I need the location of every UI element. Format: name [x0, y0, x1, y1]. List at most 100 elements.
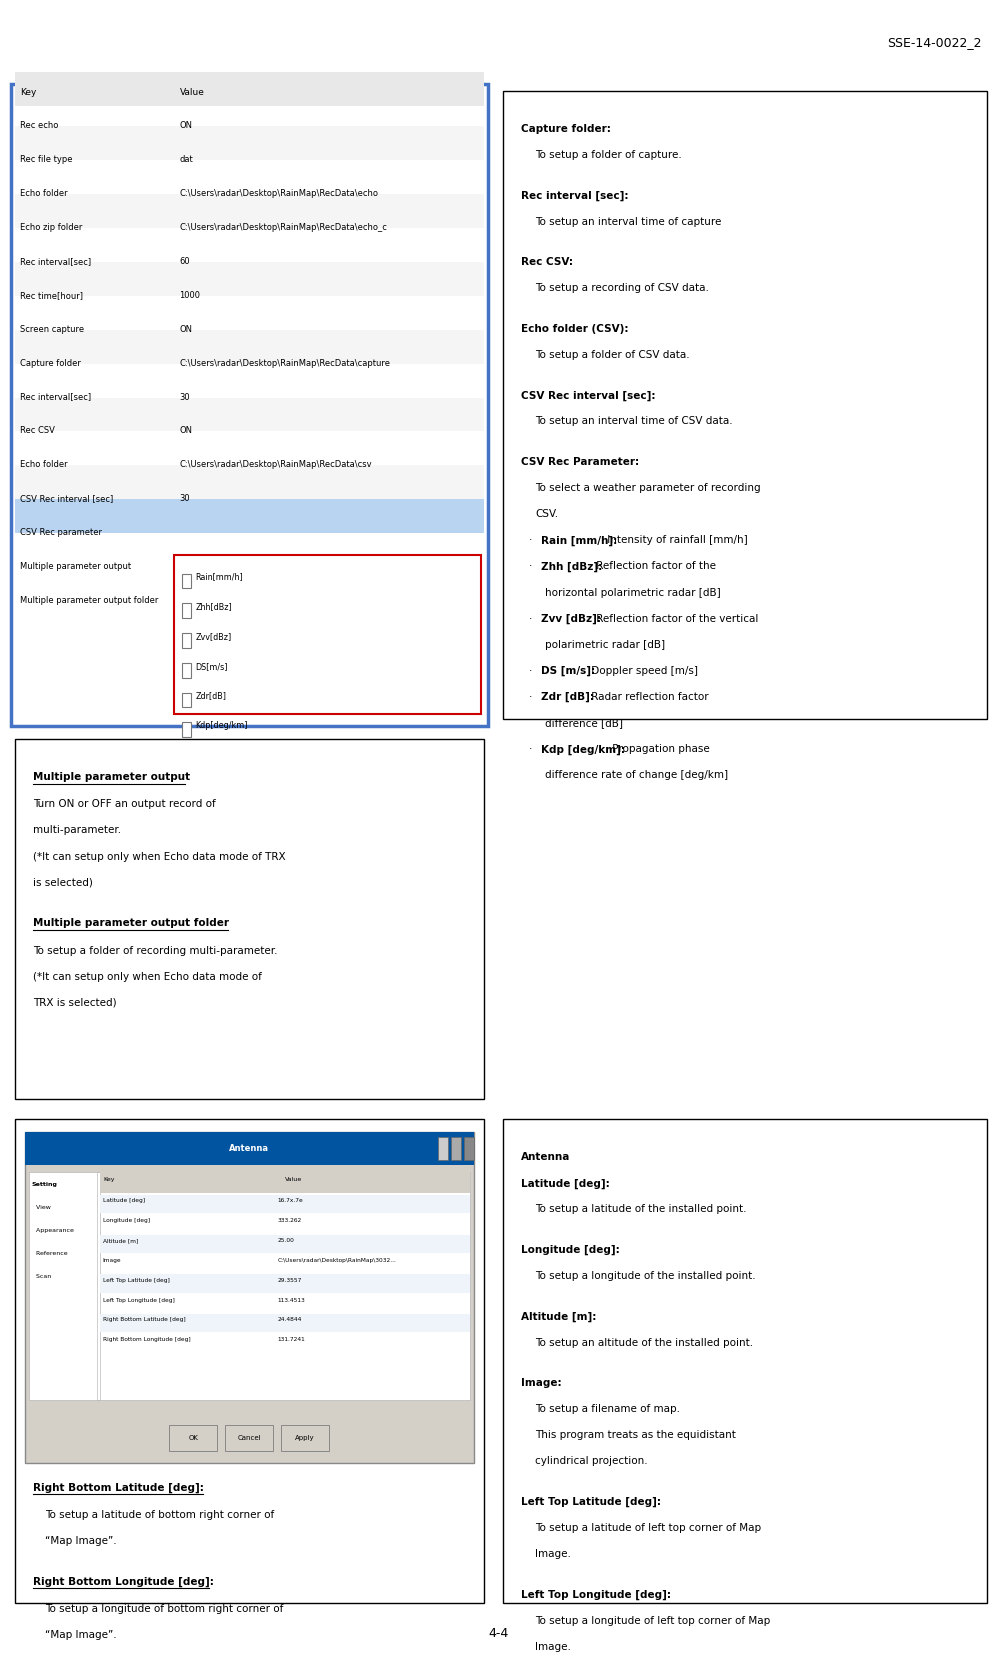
Text: Rec interval[sec]: Rec interval[sec] — [20, 256, 91, 266]
Text: CSV.: CSV. — [535, 509, 558, 519]
Text: Altitude [m]:: Altitude [m]: — [521, 1311, 597, 1322]
Bar — [182, 574, 191, 588]
Text: CSV Rec parameter: CSV Rec parameter — [20, 529, 102, 537]
Text: OK: OK — [188, 1435, 198, 1441]
Text: DS [m/s]:: DS [m/s]: — [541, 666, 595, 676]
Text: Capture folder:: Capture folder: — [521, 124, 611, 134]
Bar — [15, 127, 484, 160]
Text: To setup a folder of CSV data.: To setup a folder of CSV data. — [535, 350, 690, 360]
Text: To setup a latitude of left top corner of Map: To setup a latitude of left top corner o… — [535, 1522, 762, 1532]
Text: Latitude [deg]: Latitude [deg] — [103, 1198, 145, 1203]
Text: Rain[mm/h]: Rain[mm/h] — [195, 572, 243, 582]
Text: Left Top Latitude [deg]: Left Top Latitude [deg] — [103, 1278, 169, 1283]
Text: 30: 30 — [179, 393, 190, 402]
Bar — [29, 1172, 97, 1400]
Text: Longitude [deg]: Longitude [deg] — [103, 1218, 150, 1223]
Bar — [15, 195, 484, 228]
Text: To setup an altitude of the installed point.: To setup an altitude of the installed po… — [535, 1337, 754, 1347]
Text: Zdr[dB]: Zdr[dB] — [195, 691, 226, 701]
Text: Zdr [dB]:: Zdr [dB]: — [541, 693, 594, 703]
Text: 30: 30 — [179, 494, 190, 503]
Text: 16.7x.7e: 16.7x.7e — [277, 1198, 303, 1203]
Text: C:\Users\radar\Desktop\RainMap\RecData\echo_c: C:\Users\radar\Desktop\RainMap\RecData\e… — [179, 223, 388, 231]
Bar — [15, 466, 484, 499]
Text: Value: Value — [179, 88, 204, 96]
Text: Antenna: Antenna — [229, 1144, 269, 1154]
Text: CSV Rec interval [sec]:: CSV Rec interval [sec]: — [521, 390, 656, 400]
Text: Doppler speed [m/s]: Doppler speed [m/s] — [588, 666, 698, 676]
Text: Setting: Setting — [32, 1182, 58, 1187]
Bar — [169, 1425, 217, 1451]
Bar — [15, 73, 484, 106]
Bar — [281, 1425, 329, 1451]
Text: C:\Users\radar\Desktop\RainMap\RecData\capture: C:\Users\radar\Desktop\RainMap\RecData\c… — [179, 359, 391, 367]
Text: 25.00: 25.00 — [277, 1238, 294, 1243]
Text: Turn ON or OFF an output record of: Turn ON or OFF an output record of — [33, 800, 215, 810]
Text: To setup a folder of capture.: To setup a folder of capture. — [535, 150, 682, 160]
Text: Intensity of rainfall [mm/h]: Intensity of rainfall [mm/h] — [603, 536, 748, 545]
Text: Apply: Apply — [295, 1435, 315, 1441]
Text: multi-parameter.: multi-parameter. — [33, 825, 121, 835]
Bar — [100, 1172, 470, 1400]
Bar — [100, 1235, 470, 1253]
Bar — [100, 1314, 470, 1332]
Text: Cancel: Cancel — [237, 1435, 261, 1441]
Text: Antenna: Antenna — [521, 1152, 571, 1162]
Text: Zvv[dBz]: Zvv[dBz] — [195, 631, 231, 641]
Text: ·: · — [528, 693, 531, 703]
Text: Right Bottom Latitude [deg]: Right Bottom Latitude [deg] — [103, 1317, 185, 1322]
Text: Multiple parameter output folder: Multiple parameter output folder — [33, 917, 229, 929]
Text: polarimetric radar [dB]: polarimetric radar [dB] — [545, 640, 665, 650]
Text: Multiple parameter output: Multiple parameter output — [33, 772, 190, 782]
Text: To setup a longitude of bottom right corner of: To setup a longitude of bottom right cor… — [45, 1603, 283, 1615]
Bar — [182, 663, 191, 678]
Bar — [100, 1172, 470, 1193]
Bar — [225, 1425, 273, 1451]
Text: ·: · — [528, 613, 531, 623]
Text: 4-4: 4-4 — [489, 1627, 508, 1640]
Text: Echo folder: Echo folder — [20, 461, 68, 469]
Text: Echo folder (CSV):: Echo folder (CSV): — [521, 324, 629, 334]
Bar — [15, 499, 484, 534]
Text: Altitude [m]: Altitude [m] — [103, 1238, 138, 1243]
Text: Latitude [deg]:: Latitude [deg]: — [521, 1179, 610, 1189]
Text: Right Bottom Longitude [deg]:: Right Bottom Longitude [deg]: — [33, 1577, 213, 1587]
Text: 113.4513: 113.4513 — [277, 1298, 305, 1303]
Text: Scan: Scan — [32, 1274, 51, 1279]
Text: To setup an interval time of CSV data.: To setup an interval time of CSV data. — [535, 417, 733, 426]
Text: Rec interval [sec]:: Rec interval [sec]: — [521, 190, 629, 202]
Text: Left Top Longitude [deg]: Left Top Longitude [deg] — [103, 1298, 174, 1303]
Text: ON: ON — [179, 426, 192, 435]
Text: This program treats as the equidistant: This program treats as the equidistant — [535, 1430, 736, 1440]
Text: ·: · — [528, 744, 531, 754]
Text: Reflection factor of the: Reflection factor of the — [593, 562, 716, 572]
Text: To setup a folder of recording multi-parameter.: To setup a folder of recording multi-par… — [33, 946, 277, 955]
Text: “Map Image”.: “Map Image”. — [45, 1536, 117, 1546]
Text: Radar reflection factor: Radar reflection factor — [588, 693, 709, 703]
Bar — [182, 693, 191, 707]
Bar — [15, 263, 484, 296]
Text: (*It can setup only when Echo data mode of: (*It can setup only when Echo data mode … — [33, 972, 262, 982]
Text: C:\Users\radar\Desktop\RainMap\3032...: C:\Users\radar\Desktop\RainMap\3032... — [277, 1258, 396, 1263]
Text: TRX is selected): TRX is selected) — [33, 998, 117, 1008]
Text: Image.: Image. — [535, 1549, 571, 1559]
Bar — [438, 1137, 448, 1160]
Text: Appearance: Appearance — [32, 1228, 74, 1233]
Bar — [503, 91, 987, 719]
Text: 29.3557: 29.3557 — [277, 1278, 302, 1283]
Text: Right Bottom Latitude [deg]:: Right Bottom Latitude [deg]: — [33, 1483, 203, 1493]
Bar — [100, 1195, 470, 1213]
Text: (*It can setup only when Echo data mode of TRX: (*It can setup only when Echo data mode … — [33, 851, 285, 861]
Text: difference [dB]: difference [dB] — [545, 717, 623, 727]
Bar — [503, 1119, 987, 1603]
Bar — [15, 331, 484, 364]
Text: Kdp [deg/km]:: Kdp [deg/km]: — [541, 744, 625, 754]
Bar — [25, 1132, 474, 1463]
Text: To setup a latitude of the installed point.: To setup a latitude of the installed poi… — [535, 1205, 747, 1215]
Text: 333.262: 333.262 — [277, 1218, 301, 1223]
Text: Multiple parameter output: Multiple parameter output — [20, 562, 131, 570]
Bar — [15, 398, 484, 431]
Text: Key: Key — [104, 1177, 116, 1182]
Text: horizontal polarimetric radar [dB]: horizontal polarimetric radar [dB] — [545, 587, 721, 597]
Text: DS[m/s]: DS[m/s] — [195, 661, 228, 671]
